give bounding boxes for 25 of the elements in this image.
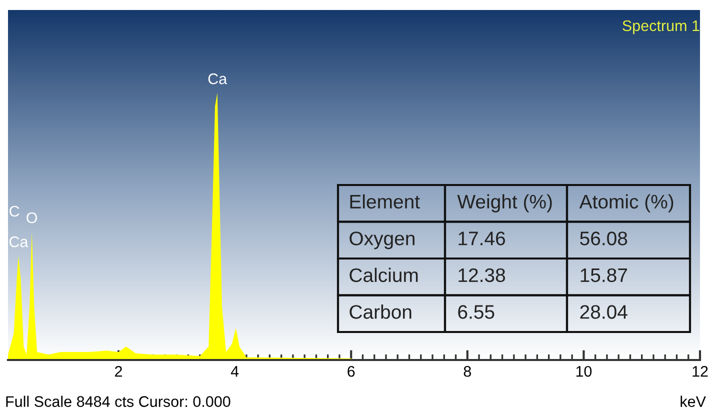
annotation: Element	[350, 194, 420, 209]
annotation: 56.08	[580, 232, 628, 246]
annotation: O	[26, 212, 38, 224]
x-tick-label: 8	[464, 366, 471, 377]
annotation: Calcium	[350, 268, 418, 282]
annotation: Ca	[208, 73, 228, 84]
annotation: 12.38	[458, 268, 506, 282]
x-tick-label: 12	[692, 366, 708, 377]
annotation: 15.87	[580, 268, 627, 282]
x-axis-title: keV	[680, 396, 706, 407]
x-tick-label: 6	[348, 366, 355, 377]
x-tick-label: 4	[230, 366, 239, 377]
annotation: Atomic (%)	[579, 194, 674, 212]
annotation: Weight (%)	[457, 194, 552, 212]
annotation: C	[10, 206, 20, 217]
text: Full Scale 8484 cts Cursor: 0.000	[6, 396, 230, 407]
annotation: 28.04	[580, 305, 628, 319]
x-tick-label: 2	[115, 366, 122, 377]
annotation: Ca	[9, 236, 28, 248]
chart-title: Spectrum 1	[622, 20, 700, 34]
x-tick-label: 10	[576, 366, 592, 377]
annotation: 6.55	[458, 305, 494, 319]
annotation: Carbon	[350, 304, 412, 319]
annotation: 17.46	[458, 232, 506, 246]
annotation: Oxygen	[350, 232, 414, 250]
